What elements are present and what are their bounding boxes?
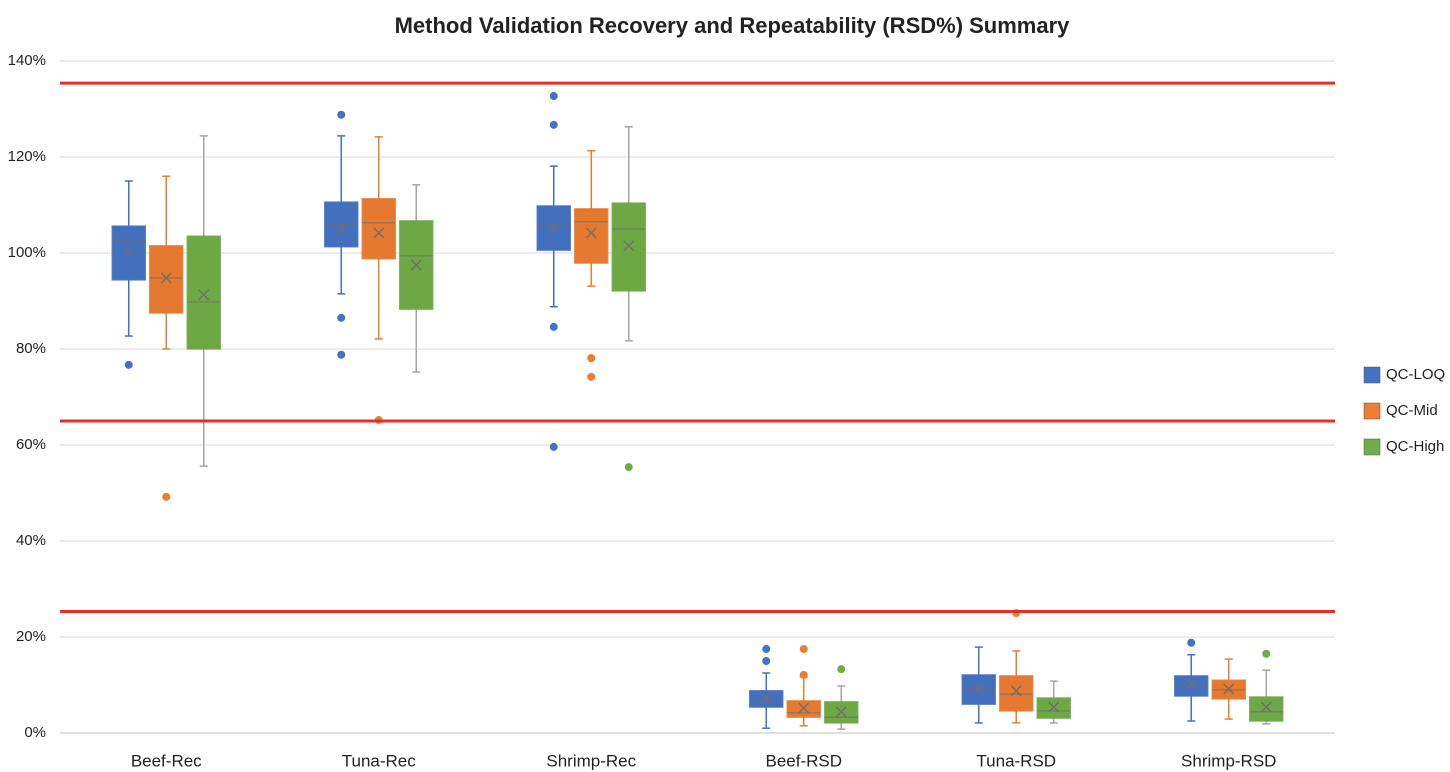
legend-swatch bbox=[1363, 402, 1381, 420]
mean-marker bbox=[410, 259, 422, 271]
box bbox=[361, 198, 396, 260]
legend-label: QC-Mid bbox=[1386, 402, 1438, 419]
x-tick-label: Beef-Rec bbox=[131, 751, 202, 770]
outlier bbox=[762, 657, 771, 665]
box bbox=[961, 674, 996, 705]
outlier bbox=[549, 442, 558, 451]
mean-marker bbox=[198, 289, 210, 301]
outlier bbox=[587, 372, 596, 381]
y-tick-label: 140% bbox=[8, 52, 46, 69]
y-tick-label: 20% bbox=[16, 628, 46, 645]
mean-marker bbox=[1260, 701, 1272, 713]
outlier bbox=[162, 492, 171, 501]
legend-swatch bbox=[1363, 438, 1381, 456]
outlier bbox=[837, 665, 846, 674]
outlier bbox=[124, 360, 133, 369]
outlier bbox=[549, 322, 558, 331]
y-tick-label: 40% bbox=[16, 532, 46, 549]
box bbox=[536, 205, 571, 251]
outlier bbox=[337, 110, 346, 119]
mean-marker bbox=[373, 227, 385, 239]
chart-title: Method Validation Recovery and Repeatabi… bbox=[395, 13, 1071, 38]
y-tick-label: 100% bbox=[8, 244, 46, 261]
outlier bbox=[1187, 638, 1196, 647]
mean-marker bbox=[1185, 678, 1197, 690]
y-tick-label: 60% bbox=[16, 436, 46, 453]
box bbox=[149, 245, 184, 314]
mean-marker bbox=[123, 245, 135, 257]
x-tick-label: Shrimp-RSD bbox=[1181, 751, 1276, 770]
outlier bbox=[799, 645, 808, 653]
x-tick-label: Tuna-RSD bbox=[976, 751, 1056, 770]
y-tick-label: 120% bbox=[8, 148, 46, 165]
x-tick-label: Shrimp-Rec bbox=[546, 751, 636, 770]
outlier bbox=[1262, 649, 1271, 658]
outlier bbox=[337, 350, 346, 359]
outlier bbox=[762, 645, 771, 653]
mean-marker bbox=[798, 702, 810, 714]
outlier bbox=[624, 463, 633, 472]
mean-marker bbox=[1223, 683, 1235, 695]
box bbox=[186, 235, 221, 350]
mean-marker bbox=[1010, 685, 1022, 697]
outlier bbox=[587, 354, 596, 363]
mean-marker bbox=[160, 272, 172, 284]
outlier bbox=[549, 120, 558, 129]
mean-marker bbox=[760, 692, 772, 704]
mean-marker bbox=[1048, 701, 1060, 713]
box bbox=[611, 202, 646, 292]
box bbox=[1249, 696, 1284, 722]
x-tick-label: Beef-RSD bbox=[765, 751, 842, 770]
y-tick-label: 80% bbox=[16, 340, 46, 357]
box bbox=[1174, 675, 1209, 697]
legend-swatch bbox=[1363, 366, 1381, 384]
box bbox=[111, 225, 146, 281]
mean-marker bbox=[835, 706, 847, 718]
box bbox=[574, 208, 609, 264]
mean-marker bbox=[548, 222, 560, 234]
box bbox=[999, 675, 1034, 712]
mean-marker bbox=[973, 683, 985, 695]
mean-marker bbox=[335, 223, 347, 235]
mean-marker bbox=[585, 227, 597, 239]
outlier bbox=[337, 313, 346, 322]
outlier bbox=[549, 92, 558, 101]
y-tick-label: 0% bbox=[24, 724, 46, 741]
legend-label: QC-High bbox=[1386, 438, 1444, 455]
outlier bbox=[799, 670, 808, 679]
legend-label: QC-LOQ bbox=[1386, 366, 1445, 383]
x-tick-label: Tuna-Rec bbox=[342, 751, 417, 770]
mean-marker bbox=[623, 240, 635, 252]
